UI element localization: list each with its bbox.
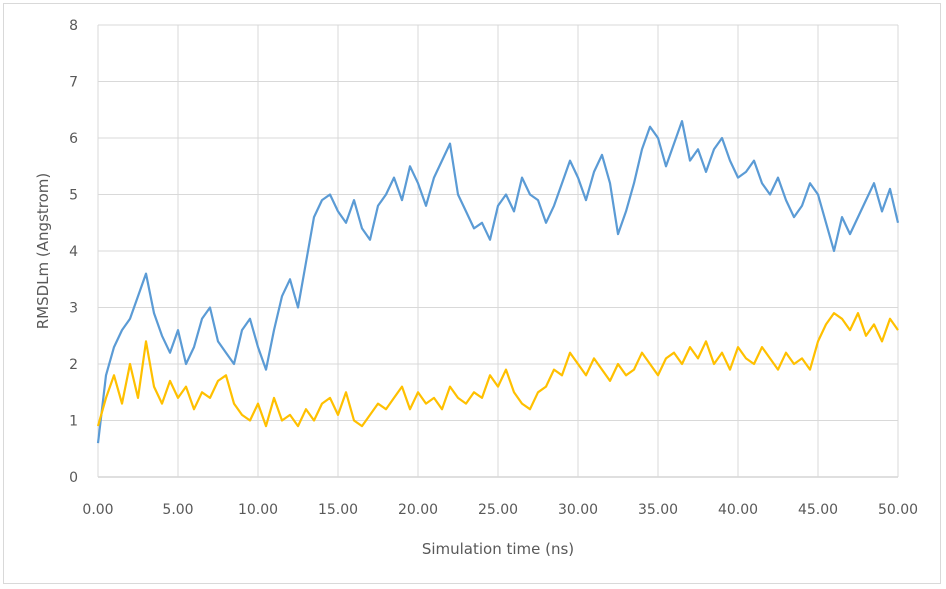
- x-tick-label: 45.00: [798, 502, 838, 518]
- y-tick-labels: 0 1 2 3 4 5 6 7 8: [69, 18, 78, 486]
- x-tick-label: 20.00: [398, 502, 438, 518]
- x-tick-label: 30.00: [558, 502, 598, 518]
- x-tick-label: 35.00: [638, 502, 678, 518]
- chart-frame: [3, 3, 941, 584]
- y-tick-label: 4: [69, 244, 78, 260]
- x-axis-title: Simulation time (ns): [422, 540, 574, 558]
- y-tick-label: 1: [69, 414, 78, 430]
- x-tick-label: 5.00: [162, 502, 193, 518]
- y-tick-label: 5: [69, 188, 78, 204]
- series-line-1: [96, 119, 900, 444]
- x-tick-label: 40.00: [718, 502, 758, 518]
- x-tick-label: 0.00: [82, 502, 113, 518]
- series-group: [96, 119, 900, 444]
- gridlines: [97, 24, 899, 478]
- y-axis-title: RMSDLm (Angstrom): [34, 173, 52, 330]
- y-tick-label: 6: [69, 131, 78, 147]
- series-line-2: [96, 312, 899, 428]
- y-tick-label: 0: [69, 470, 78, 486]
- y-tick-label: 2: [69, 357, 78, 373]
- x-tick-label: 25.00: [478, 502, 518, 518]
- x-tick-label: 10.00: [238, 502, 278, 518]
- x-tick-label: 50.00: [878, 502, 918, 518]
- y-tick-label: 7: [69, 75, 78, 91]
- y-tick-label: 3: [69, 301, 78, 317]
- x-tick-label: 15.00: [318, 502, 358, 518]
- y-tick-label: 8: [69, 18, 78, 34]
- x-tick-labels: 0.00 5.00 10.00 15.00 20.00 25.00 30.00 35.00 40…: [82, 502, 918, 518]
